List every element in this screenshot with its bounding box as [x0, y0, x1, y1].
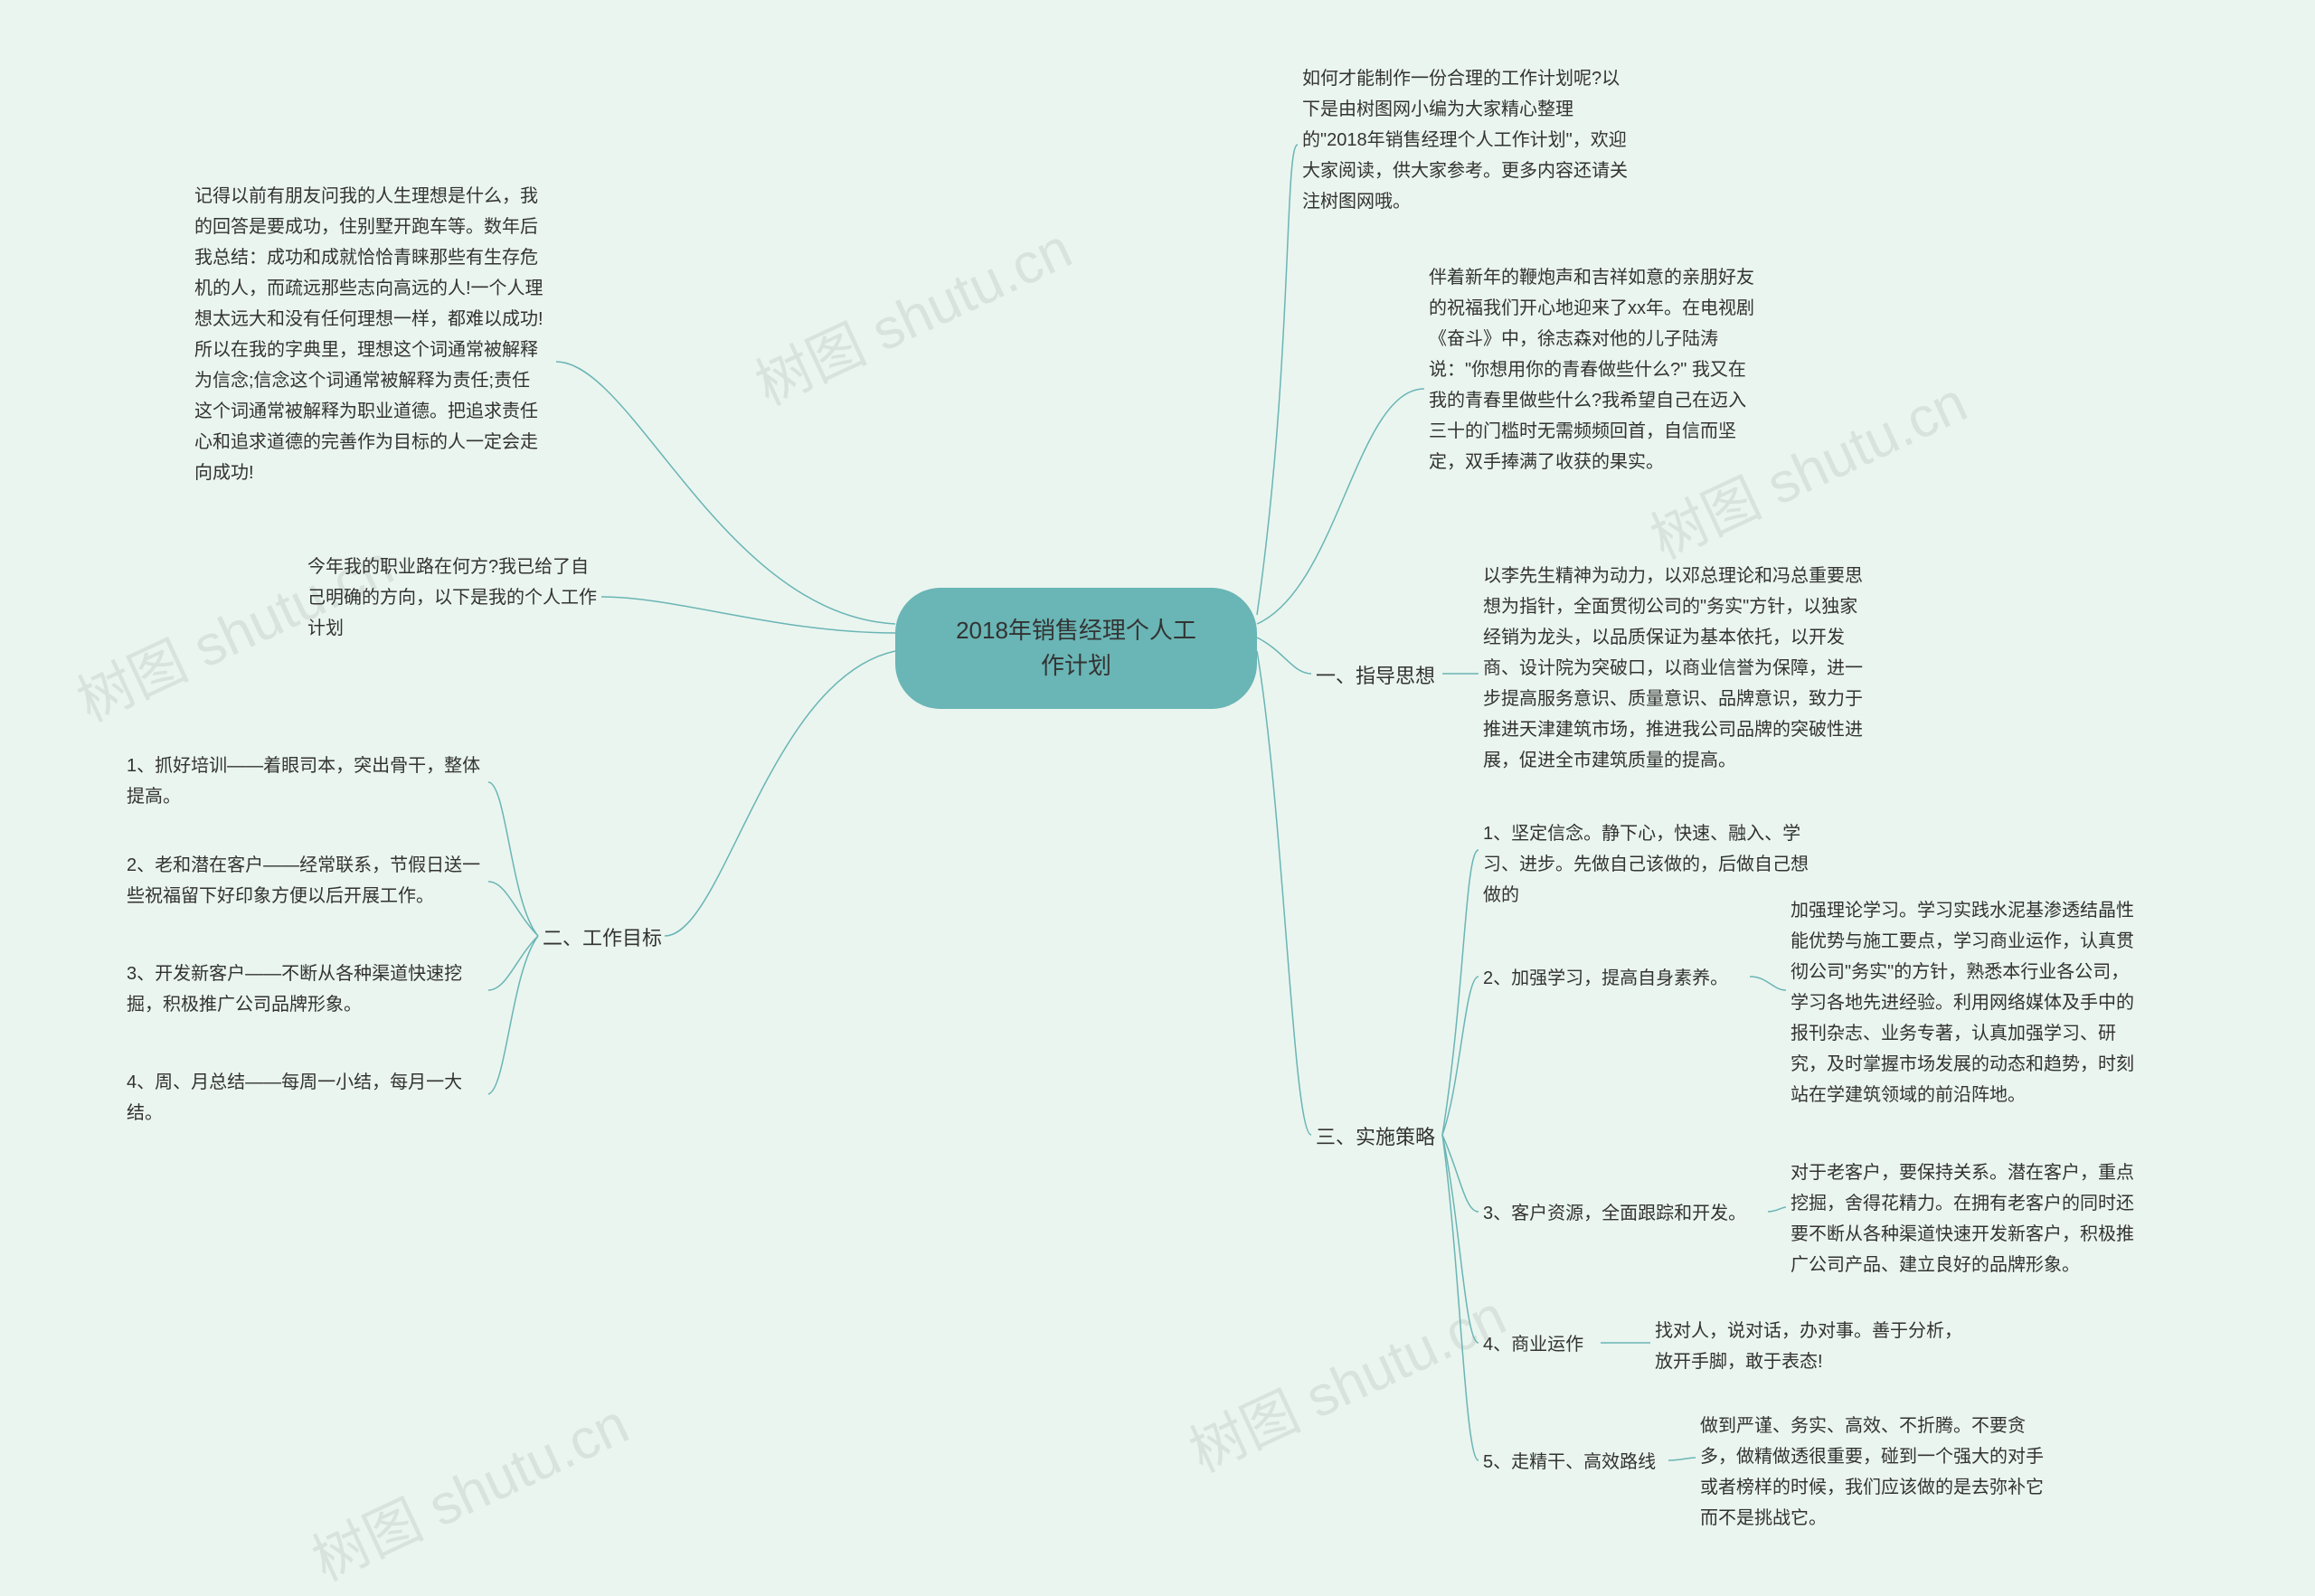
leaf-text: 以李先生精神为动力，以邓总理论和冯总重要思想为指针，全面贯彻公司的"务实"方针，… [1483, 561, 1872, 776]
leaf-text: 加强理论学习。学习实践水泥基渗透结晶性能优势与施工要点，学习商业运作，认真贯彻公… [1791, 895, 2143, 1110]
watermark: 树图 shutu.cn [1175, 1270, 1517, 1487]
leaf-text: 4、周、月总结——每周一小结，每月一大结。 [127, 1067, 484, 1129]
leaf-text: 做到严谨、务实、高效、不折腾。不要贪多，做精做透很重要，碰到一个强大的对手或者榜… [1700, 1411, 2053, 1534]
leaf-text: 2、加强学习，提高自身素养。 [1483, 963, 1745, 994]
leaf-text: 1、坚定信念。静下心，快速、融入、学习、进步。先做自己该做的，后做自己想做的 [1483, 818, 1818, 911]
leaf-text: 3、开发新客户——不断从各种渠道快速挖掘，积极推广公司品牌形象。 [127, 959, 484, 1020]
leaf-text: 记得以前有朋友问我的人生理想是什么，我的回答是要成功，住别墅开跑车等。数年后我总… [194, 181, 547, 488]
leaf-text: 4、商业运作 [1483, 1329, 1619, 1360]
watermark: 树图 shutu.cn [741, 203, 1082, 420]
leaf-text: 找对人，说对话，办对事。善于分析，放开手脚，敢于表态! [1655, 1316, 1962, 1377]
branch-strategy: 三、实施策略 [1316, 1121, 1435, 1150]
center-title: 2018年销售经理个人工作计划 [950, 613, 1203, 684]
leaf-text: 5、走精干、高效路线 [1483, 1447, 1664, 1478]
leaf-text: 伴着新年的鞭炮声和吉祥如意的亲朋好友的祝福我们开心地迎来了xx年。在电视剧《奋斗… [1429, 262, 1763, 477]
leaf-text: 1、抓好培训——着眼司本，突出骨干，整体提高。 [127, 751, 484, 812]
leaf-text: 2、老和潜在客户——经常联系，节假日送一些祝福留下好印象方便以后开展工作。 [127, 850, 484, 911]
leaf-text: 今年我的职业路在何方?我已给了自己明确的方向，以下是我的个人工作计划 [307, 552, 597, 644]
leaf-text: 对于老客户，要保持关系。潜在客户，重点挖掘，舍得花精力。在拥有老客户的同时还要不… [1791, 1157, 2143, 1280]
leaf-text: 如何才能制作一份合理的工作计划呢?以下是由树图网小编为大家精心整理的"2018年… [1302, 63, 1637, 217]
watermark: 树图 shutu.cn [298, 1379, 639, 1596]
leaf-text: 3、客户资源，全面跟踪和开发。 [1483, 1198, 1763, 1229]
center-node: 2018年销售经理个人工作计划 [895, 588, 1257, 709]
branch-goals: 二、工作目标 [543, 922, 662, 951]
branch-guiding: 一、指导思想 [1316, 660, 1435, 689]
